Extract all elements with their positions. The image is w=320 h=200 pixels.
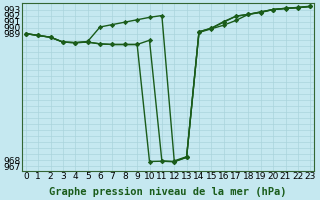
X-axis label: Graphe pression niveau de la mer (hPa): Graphe pression niveau de la mer (hPa) [49,186,287,197]
